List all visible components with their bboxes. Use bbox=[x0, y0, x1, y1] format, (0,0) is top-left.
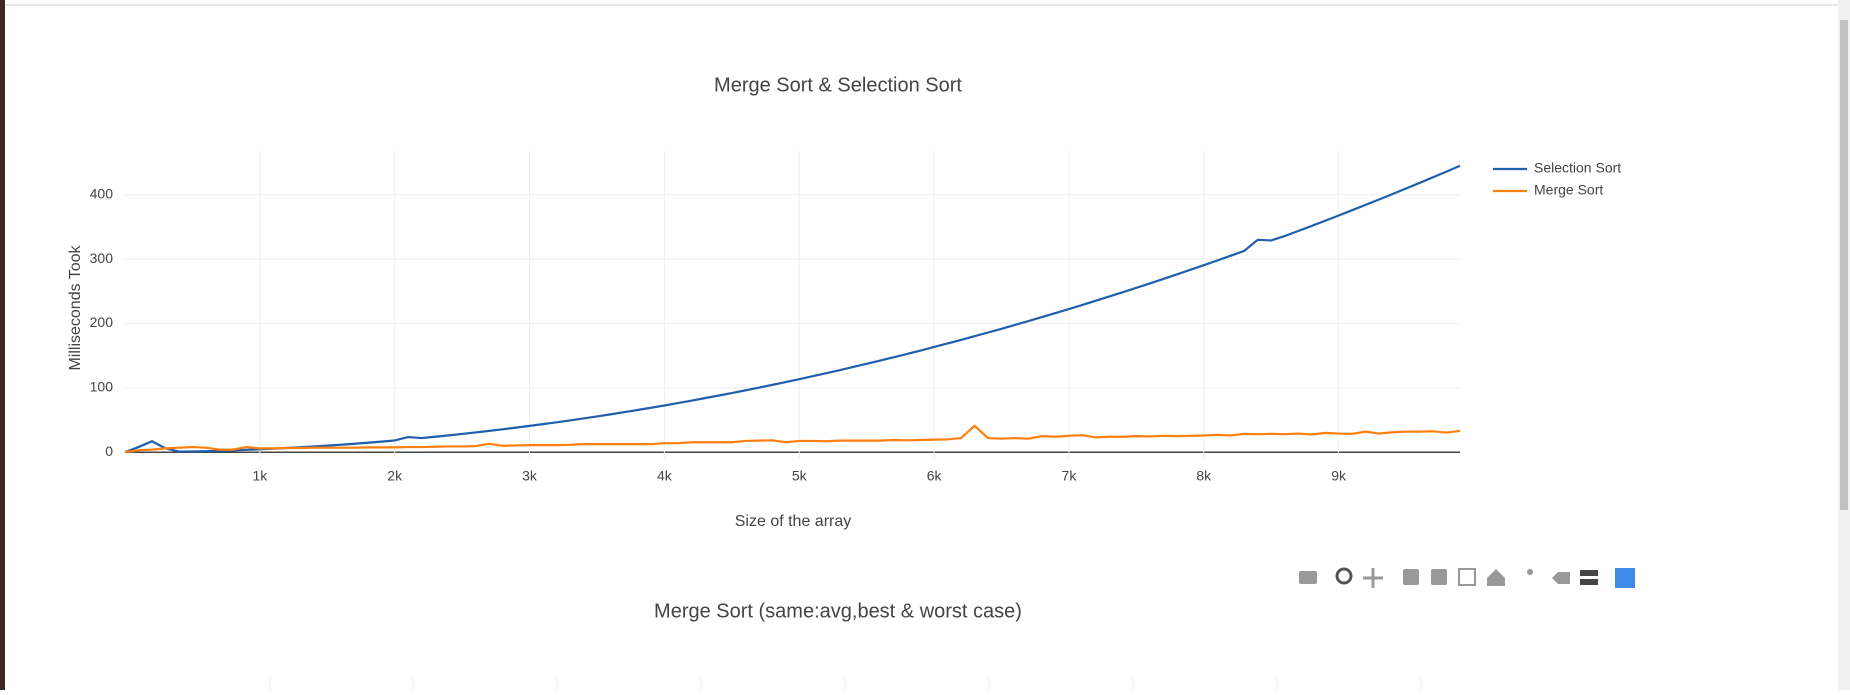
autoscale-icon[interactable] bbox=[1458, 568, 1476, 586]
window-edge bbox=[0, 0, 5, 690]
x-tick-label: 5k bbox=[792, 468, 808, 484]
y-tick-label: 100 bbox=[90, 379, 114, 395]
scrollbar-thumb[interactable] bbox=[1840, 20, 1848, 510]
y-tick-label: 200 bbox=[90, 314, 114, 330]
x-tick-label: 3k bbox=[522, 468, 538, 484]
y-tick-label: 0 bbox=[105, 443, 113, 459]
x-tick-label: 2k bbox=[387, 468, 403, 484]
spike-icon[interactable] bbox=[1527, 569, 1533, 575]
hover-closest-icon[interactable] bbox=[1552, 572, 1570, 584]
line bbox=[124, 424, 1461, 454]
x-tick-label: 9k bbox=[1331, 468, 1347, 484]
legend-label: Selection Sort bbox=[1534, 160, 1621, 176]
x-tick-label: 6k bbox=[927, 468, 943, 484]
x-tick-label: 7k bbox=[1062, 468, 1078, 484]
y-axis-title: Milliseconds Took bbox=[67, 244, 84, 370]
zoom-icon[interactable] bbox=[1335, 567, 1353, 585]
y-tick-label: 400 bbox=[90, 185, 114, 201]
pan-icon[interactable] bbox=[1363, 568, 1383, 588]
hover-compare-icon[interactable] bbox=[1580, 579, 1598, 585]
toolbar bbox=[1299, 567, 1635, 588]
x-tick-label: 8k bbox=[1196, 468, 1212, 484]
x-tick-label: 1k bbox=[252, 468, 268, 484]
plotly-logo[interactable] bbox=[1615, 568, 1635, 588]
legend-label: Merge Sort bbox=[1534, 182, 1603, 198]
home-icon[interactable] bbox=[1487, 569, 1505, 586]
line bbox=[124, 164, 1461, 454]
y-tick-label: 300 bbox=[90, 250, 114, 266]
hover-compare-icon[interactable] bbox=[1580, 570, 1598, 576]
x-axis-title: Size of the array bbox=[735, 513, 852, 530]
chart-title: Merge Sort & Selection Sort bbox=[714, 74, 962, 96]
zoom-out-icon[interactable] bbox=[1431, 569, 1447, 585]
chart-title: Merge Sort (same:avg,best & worst case) bbox=[654, 600, 1022, 622]
camera-icon[interactable] bbox=[1299, 571, 1317, 584]
x-tick-label: 4k bbox=[657, 468, 673, 484]
zoom-in-icon[interactable] bbox=[1403, 569, 1419, 585]
next-chart-grid bbox=[269, 678, 1422, 690]
